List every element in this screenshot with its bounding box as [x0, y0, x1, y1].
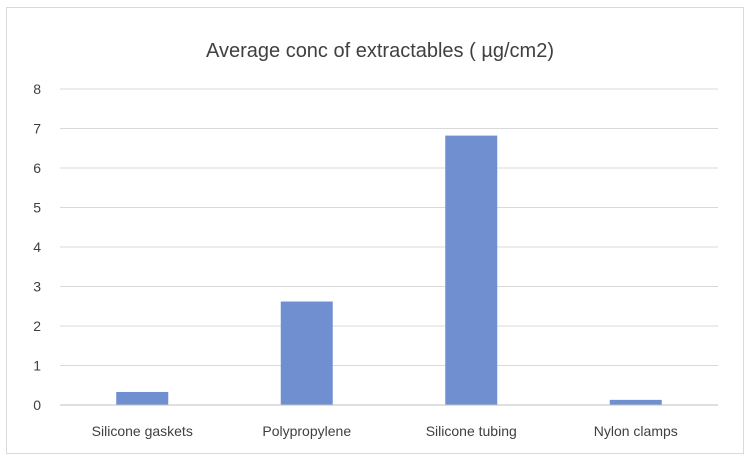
bar: [116, 391, 169, 405]
y-axis-ticks: 0 1 2 3 4 5 6 7 8: [33, 81, 41, 413]
gridlines: [60, 88, 718, 366]
bars: [116, 135, 662, 406]
bar: [280, 301, 333, 405]
y-tick-label: 5: [33, 200, 41, 216]
y-tick-label: 2: [33, 318, 41, 334]
bar: [445, 135, 498, 406]
y-tick-label: 0: [33, 397, 41, 413]
x-axis-categories: Silicone gaskets Polypropylene Silicone tu…: [92, 423, 678, 439]
y-tick-label: 1: [33, 358, 41, 374]
x-category-label: Nylon clamps: [594, 423, 678, 439]
y-tick-label: 7: [33, 121, 41, 137]
y-tick-label: 3: [33, 279, 41, 295]
x-category-label: Polypropylene: [262, 423, 351, 439]
x-category-label: Silicone tubing: [426, 423, 517, 439]
y-tick-label: 4: [33, 239, 41, 255]
chart-title: Average conc of extractables ( µg/cm2): [206, 40, 554, 62]
y-tick-label: 6: [33, 160, 41, 176]
x-category-label: Silicone gaskets: [92, 423, 193, 439]
chart-frame: [6, 7, 744, 454]
bar: [609, 399, 662, 405]
y-tick-label: 8: [33, 81, 41, 97]
